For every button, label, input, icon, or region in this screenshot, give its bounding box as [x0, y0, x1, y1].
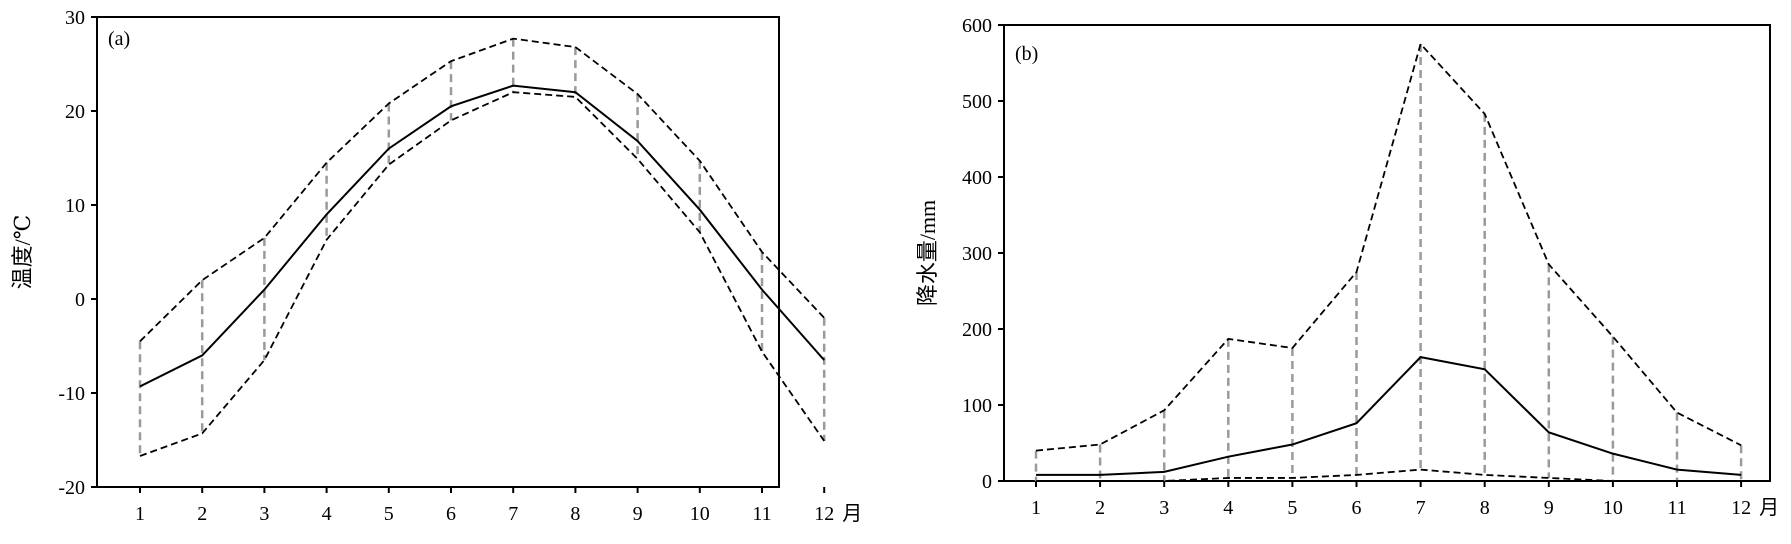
x-tick-label: 12 — [814, 503, 834, 525]
x-tick-label: 9 — [633, 503, 643, 525]
x-tick-label: 3 — [1159, 497, 1169, 519]
y-axis-label: 降水量/mm — [915, 200, 940, 306]
series-line-envelope — [1035, 42, 1742, 452]
x-tick-label: 5 — [1287, 497, 1297, 519]
x-tick-label: 10 — [690, 503, 710, 525]
y-axis-label: 温度/℃ — [10, 215, 35, 290]
x-tick-label: 11 — [752, 503, 771, 525]
plot-frame — [1003, 24, 1771, 482]
y-tick-label: 400 — [962, 167, 992, 189]
x-tick-label: 4 — [1223, 497, 1233, 519]
y-tick-label: 600 — [962, 15, 992, 37]
y-tick-label: 300 — [962, 243, 992, 265]
x-tick-label: 6 — [446, 503, 456, 525]
x-tick-label: 7 — [508, 503, 518, 525]
x-tick-label: 4 — [322, 503, 332, 525]
x-tick-label: 2 — [197, 503, 207, 525]
y-tick-label: 0 — [75, 289, 85, 311]
x-tick-label: 5 — [384, 503, 394, 525]
y-tick-label: 10 — [65, 195, 85, 217]
series-line-envelope — [139, 91, 825, 457]
x-tick-label: 6 — [1352, 497, 1362, 519]
y-tick-label: -10 — [58, 383, 85, 405]
series-line-envelope — [139, 37, 825, 342]
panel-label: (a) — [108, 28, 130, 50]
x-tick-label: 8 — [570, 503, 580, 525]
series-line-mean — [1036, 356, 1742, 476]
x-axis-unit: 月 — [842, 503, 862, 525]
panel-label: (b) — [1015, 43, 1038, 65]
x-tick-label: 9 — [1544, 497, 1554, 519]
plot-frame — [96, 16, 780, 488]
y-tick-label: 500 — [962, 91, 992, 113]
x-axis-unit: 月 — [1759, 497, 1779, 519]
y-tick-label: 20 — [65, 101, 85, 123]
x-tick-label: 3 — [259, 503, 269, 525]
x-tick-label: 2 — [1095, 497, 1105, 519]
x-tick-label: 1 — [135, 503, 145, 525]
x-tick-label: 7 — [1416, 497, 1426, 519]
x-tick-label: 8 — [1480, 497, 1490, 519]
x-tick-label: 10 — [1603, 497, 1623, 519]
y-tick-label: 100 — [962, 395, 992, 417]
x-tick-label: 11 — [1667, 497, 1686, 519]
series-line-mean — [139, 84, 825, 388]
x-tick-label: 12 — [1731, 497, 1751, 519]
y-tick-label: 0 — [982, 471, 992, 493]
y-tick-label: 30 — [65, 7, 85, 29]
x-tick-label: 1 — [1031, 497, 1041, 519]
y-tick-label: 200 — [962, 319, 992, 341]
y-tick-label: -20 — [58, 477, 85, 499]
series-line-envelope — [1036, 468, 1742, 482]
